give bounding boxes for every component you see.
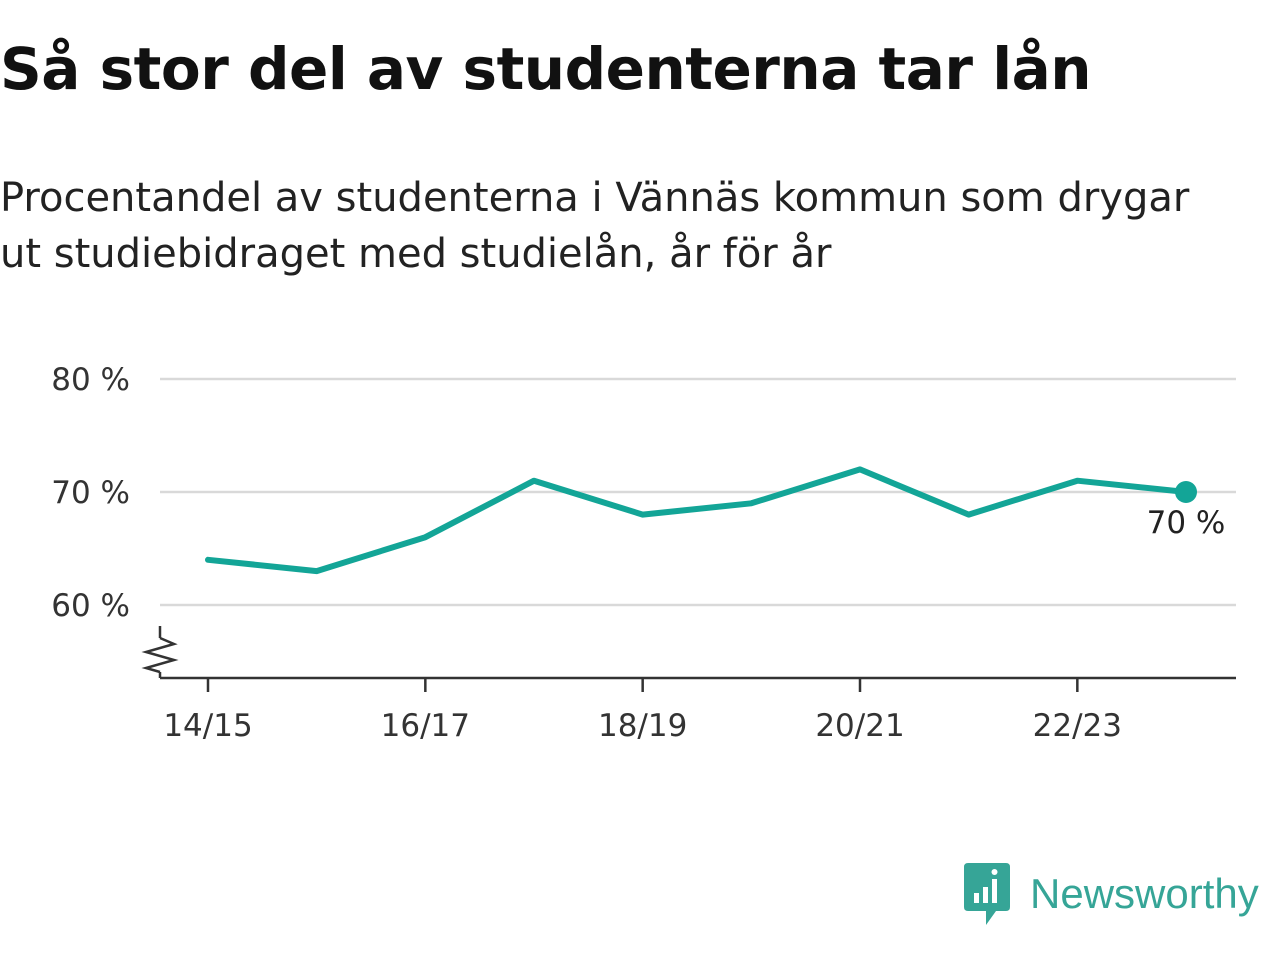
series-line — [205, 466, 1189, 575]
y-axis-break-icon — [141, 636, 179, 674]
x-tick-label: 22/23 — [1033, 708, 1122, 744]
x-tick-label: 14/15 — [163, 708, 252, 744]
x-tick-label: 18/19 — [598, 708, 687, 744]
gridlines — [160, 377, 1236, 607]
y-tick-label: 70 % — [51, 475, 130, 511]
newsworthy-logo-icon — [964, 863, 1010, 925]
x-ticks: 14/15 16/17 18/19 20/21 22/23 — [163, 678, 1122, 744]
axes — [141, 626, 1236, 680]
y-tick-labels: 60 % 70 % 80 % — [51, 362, 130, 624]
y-tick-label: 80 % — [51, 362, 130, 398]
chart-subtitle: Procentandel av studenterna i Vännäs kom… — [0, 175, 1190, 277]
newsworthy-logo: Newsworthy — [962, 862, 1259, 926]
x-tick-label: 16/17 — [381, 708, 470, 744]
chart-title: Så stor del av studenterna tar lån — [0, 35, 1092, 103]
x-tick-label: 20/21 — [815, 708, 904, 744]
series: 70 % — [205, 466, 1226, 575]
brand-name: Newsworthy — [1030, 870, 1259, 917]
end-value-label: 70 % — [1147, 505, 1226, 541]
end-point-marker — [1175, 481, 1197, 503]
y-tick-label: 60 % — [51, 588, 130, 624]
